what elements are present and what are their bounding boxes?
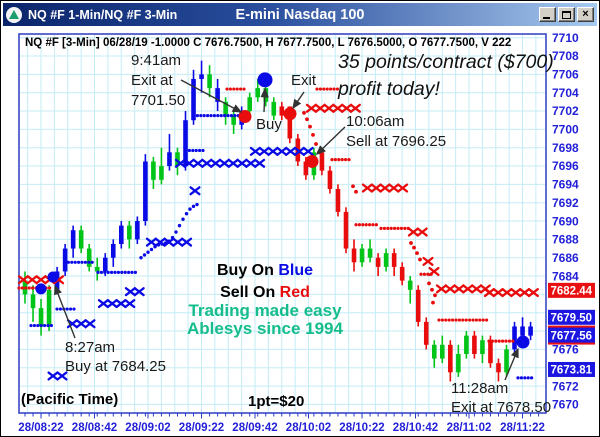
- price-badge: 7679.50: [551, 313, 593, 325]
- resistance-x-layer: [17, 103, 539, 298]
- y-tick-label: 7688: [552, 233, 579, 247]
- close-button[interactable]: ×: [577, 7, 594, 22]
- y-tick-label: 7698: [552, 141, 579, 155]
- chart-canvas[interactable]: 7710 7708 7706 7704 7702 7700 7698 7696 7694 7692…: [3, 26, 599, 436]
- y-tick-label: 7692: [552, 196, 579, 210]
- y-tick-label: 7702: [552, 104, 579, 118]
- x-tick-label: 28/08:22: [18, 422, 63, 434]
- exit-dot-941: [238, 110, 252, 124]
- exit-dot-peak: [283, 107, 297, 121]
- price-badge: 7673.81: [551, 365, 593, 377]
- y-tick-label: 7670: [552, 398, 579, 412]
- entry-dot-1: [35, 283, 47, 295]
- support-dots-layer: [29, 114, 534, 380]
- x-tick-label: 28/11:22: [500, 422, 545, 434]
- y-tick-label: 7706: [552, 68, 579, 82]
- annotation-arrows: [54, 79, 519, 381]
- x-tick-label: 28/10:02: [286, 422, 331, 434]
- x-axis-labels: 28/08:22 28/08:42 28/09:02 28/09:22 28/09:42…: [18, 422, 545, 434]
- y-tick-label: 7690: [552, 214, 579, 228]
- ablesys-logo-icon: [6, 6, 22, 23]
- y-tick-label: 7696: [552, 159, 579, 173]
- y-tick-label: 7710: [552, 31, 579, 45]
- price-badge: 7677.56: [551, 330, 593, 342]
- resistance-dots-layer: [17, 87, 515, 343]
- maximize-button[interactable]: [558, 7, 575, 22]
- x-tick-label: 28/09:02: [125, 422, 170, 434]
- x-tick-label: 28/10:22: [339, 422, 384, 434]
- x-tick-label: 28/10:42: [393, 422, 438, 434]
- y-tick-label: 7704: [552, 86, 579, 100]
- x-axis-ticks: [24, 413, 540, 419]
- sell-dot-1006: [305, 154, 319, 168]
- y-axis-labels: 7710 7708 7706 7704 7702 7700 7698 7696 7694 7692…: [548, 31, 595, 412]
- y-tick-label: 7672: [552, 379, 579, 393]
- plot-border: [18, 33, 547, 414]
- price-badge: 7682.44: [551, 286, 593, 298]
- x-tick-label: 28/09:22: [179, 422, 224, 434]
- x-tick-label: 28/08:42: [72, 422, 117, 434]
- x-tick-label: 28/11:02: [447, 422, 492, 434]
- exit-dot-1128: [516, 335, 530, 349]
- y-tick-label: 7700: [552, 123, 579, 137]
- y-tick-label: 7694: [552, 178, 579, 192]
- candles-layer: [22, 60, 533, 382]
- y-tick-label: 7676: [552, 343, 579, 357]
- y-tick-label: 7708: [552, 49, 579, 63]
- buy-dot-827: [47, 271, 59, 283]
- window-title: NQ #F 1-Min/NQ #F 3-Min: [28, 7, 178, 22]
- x-tick-label: 28/09:42: [232, 422, 277, 434]
- support-x-layer: [47, 146, 314, 381]
- trade-markers-layer: [35, 72, 530, 349]
- grid-lines: [20, 35, 545, 412]
- y-tick-label: 7684: [552, 269, 579, 283]
- buy-dot-peak: [257, 72, 273, 88]
- y-tick-label: 7686: [552, 251, 579, 265]
- minimize-button[interactable]: [539, 7, 556, 22]
